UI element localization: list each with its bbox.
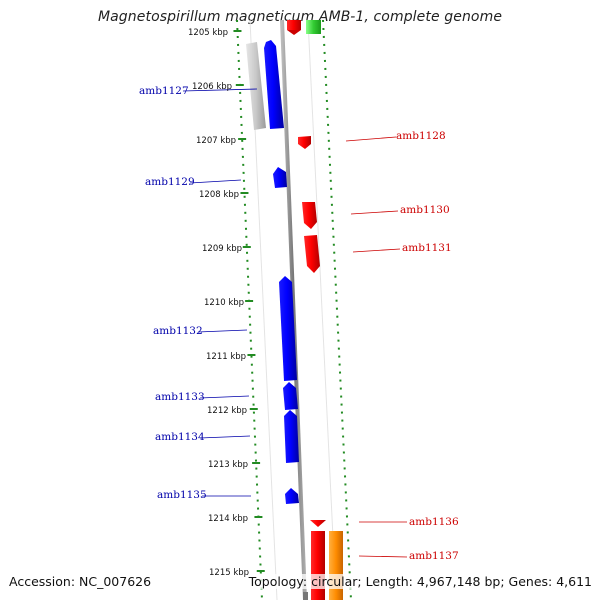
gene-amb1136	[310, 520, 326, 527]
gene-label-amb1130[interactable]: amb1130	[400, 204, 450, 216]
leader-amb1127	[182, 88, 258, 92]
scale-ticks	[233, 30, 265, 572]
label-leader-lines	[182, 88, 408, 558]
gene-amb1134	[284, 410, 299, 463]
gene-label-amb1136[interactable]: amb1136	[409, 516, 459, 528]
gene-amb1128	[298, 136, 311, 149]
leader-amb1130	[350, 210, 399, 215]
kbp-label: 1207 kbp	[196, 136, 236, 146]
kbp-label: 1215 kbp	[209, 568, 249, 578]
bottom-partial-features	[303, 592, 308, 600]
partial-backbone-end	[303, 592, 308, 600]
kbp-label: 1211 kbp	[206, 352, 246, 362]
gene-amb1130	[302, 202, 317, 229]
topology-text: Topology: circular; Length: 4,967,148 bp…	[248, 574, 592, 589]
gene-label-amb1127[interactable]: amb1127	[139, 85, 189, 97]
inner-track-guide	[236, 19, 263, 600]
gene-label-amb1133[interactable]: amb1133	[155, 391, 205, 403]
leader-amb1131	[352, 248, 401, 253]
pseudo-gene-feature	[246, 42, 266, 130]
gene-amb1127	[264, 40, 284, 129]
kbp-label: 1214 kbp	[208, 514, 248, 524]
kbp-label: 1209 kbp	[202, 244, 242, 254]
gene-label-amb1131[interactable]: amb1131	[402, 242, 452, 254]
kbp-label: 1205 kbp	[188, 28, 228, 38]
leader-amb1133	[199, 395, 250, 399]
gene-label-amb1134[interactable]: amb1134	[155, 431, 205, 443]
partial-forward-gene-arrow	[287, 30, 301, 35]
gene-amb1133	[283, 382, 298, 410]
gene-features	[246, 40, 343, 600]
gene-labels: amb1127 amb1128 amb1129 amb1130 amb1131 …	[139, 85, 459, 562]
leader-amb1134	[199, 435, 251, 439]
kbp-label: 1212 kbp	[207, 406, 247, 416]
kbp-label: 1206 kbp	[192, 82, 232, 92]
leader-amb1129	[189, 179, 242, 184]
gene-amb1135	[285, 488, 299, 504]
map-title: Magnetospirillum magneticum AMB-1, compl…	[97, 9, 503, 25]
leader-amb1132	[197, 329, 248, 333]
gene-amb1132	[279, 276, 297, 381]
outer-track-guide	[322, 19, 352, 600]
gene-label-amb1128[interactable]: amb1128	[396, 130, 446, 142]
gene-label-amb1137[interactable]: amb1137	[409, 550, 459, 562]
partial-other-feature	[306, 20, 321, 34]
kbp-scale-labels: 1205 kbp 1206 kbp 1207 kbp 1208 kbp 1209…	[188, 28, 249, 578]
kbp-label: 1213 kbp	[208, 460, 248, 470]
gene-label-amb1132[interactable]: amb1132	[153, 325, 203, 337]
rna-gene-feature	[329, 531, 343, 600]
track-guides	[236, 19, 352, 600]
gene-label-amb1129[interactable]: amb1129	[145, 176, 195, 188]
kbp-label: 1210 kbp	[204, 298, 244, 308]
leader-amb1128	[345, 136, 397, 142]
gene-amb1131	[304, 235, 320, 273]
forward-track-border	[307, 19, 337, 600]
partial-forward-gene	[287, 20, 301, 30]
gene-label-amb1135[interactable]: amb1135	[157, 489, 207, 501]
gene-amb1137	[311, 531, 325, 600]
top-partial-features	[287, 20, 321, 35]
kbp-label: 1208 kbp	[199, 190, 239, 200]
gene-amb1129	[273, 167, 287, 188]
leader-amb1137	[358, 555, 408, 558]
accession-text: Accession: NC_007626	[9, 574, 152, 589]
